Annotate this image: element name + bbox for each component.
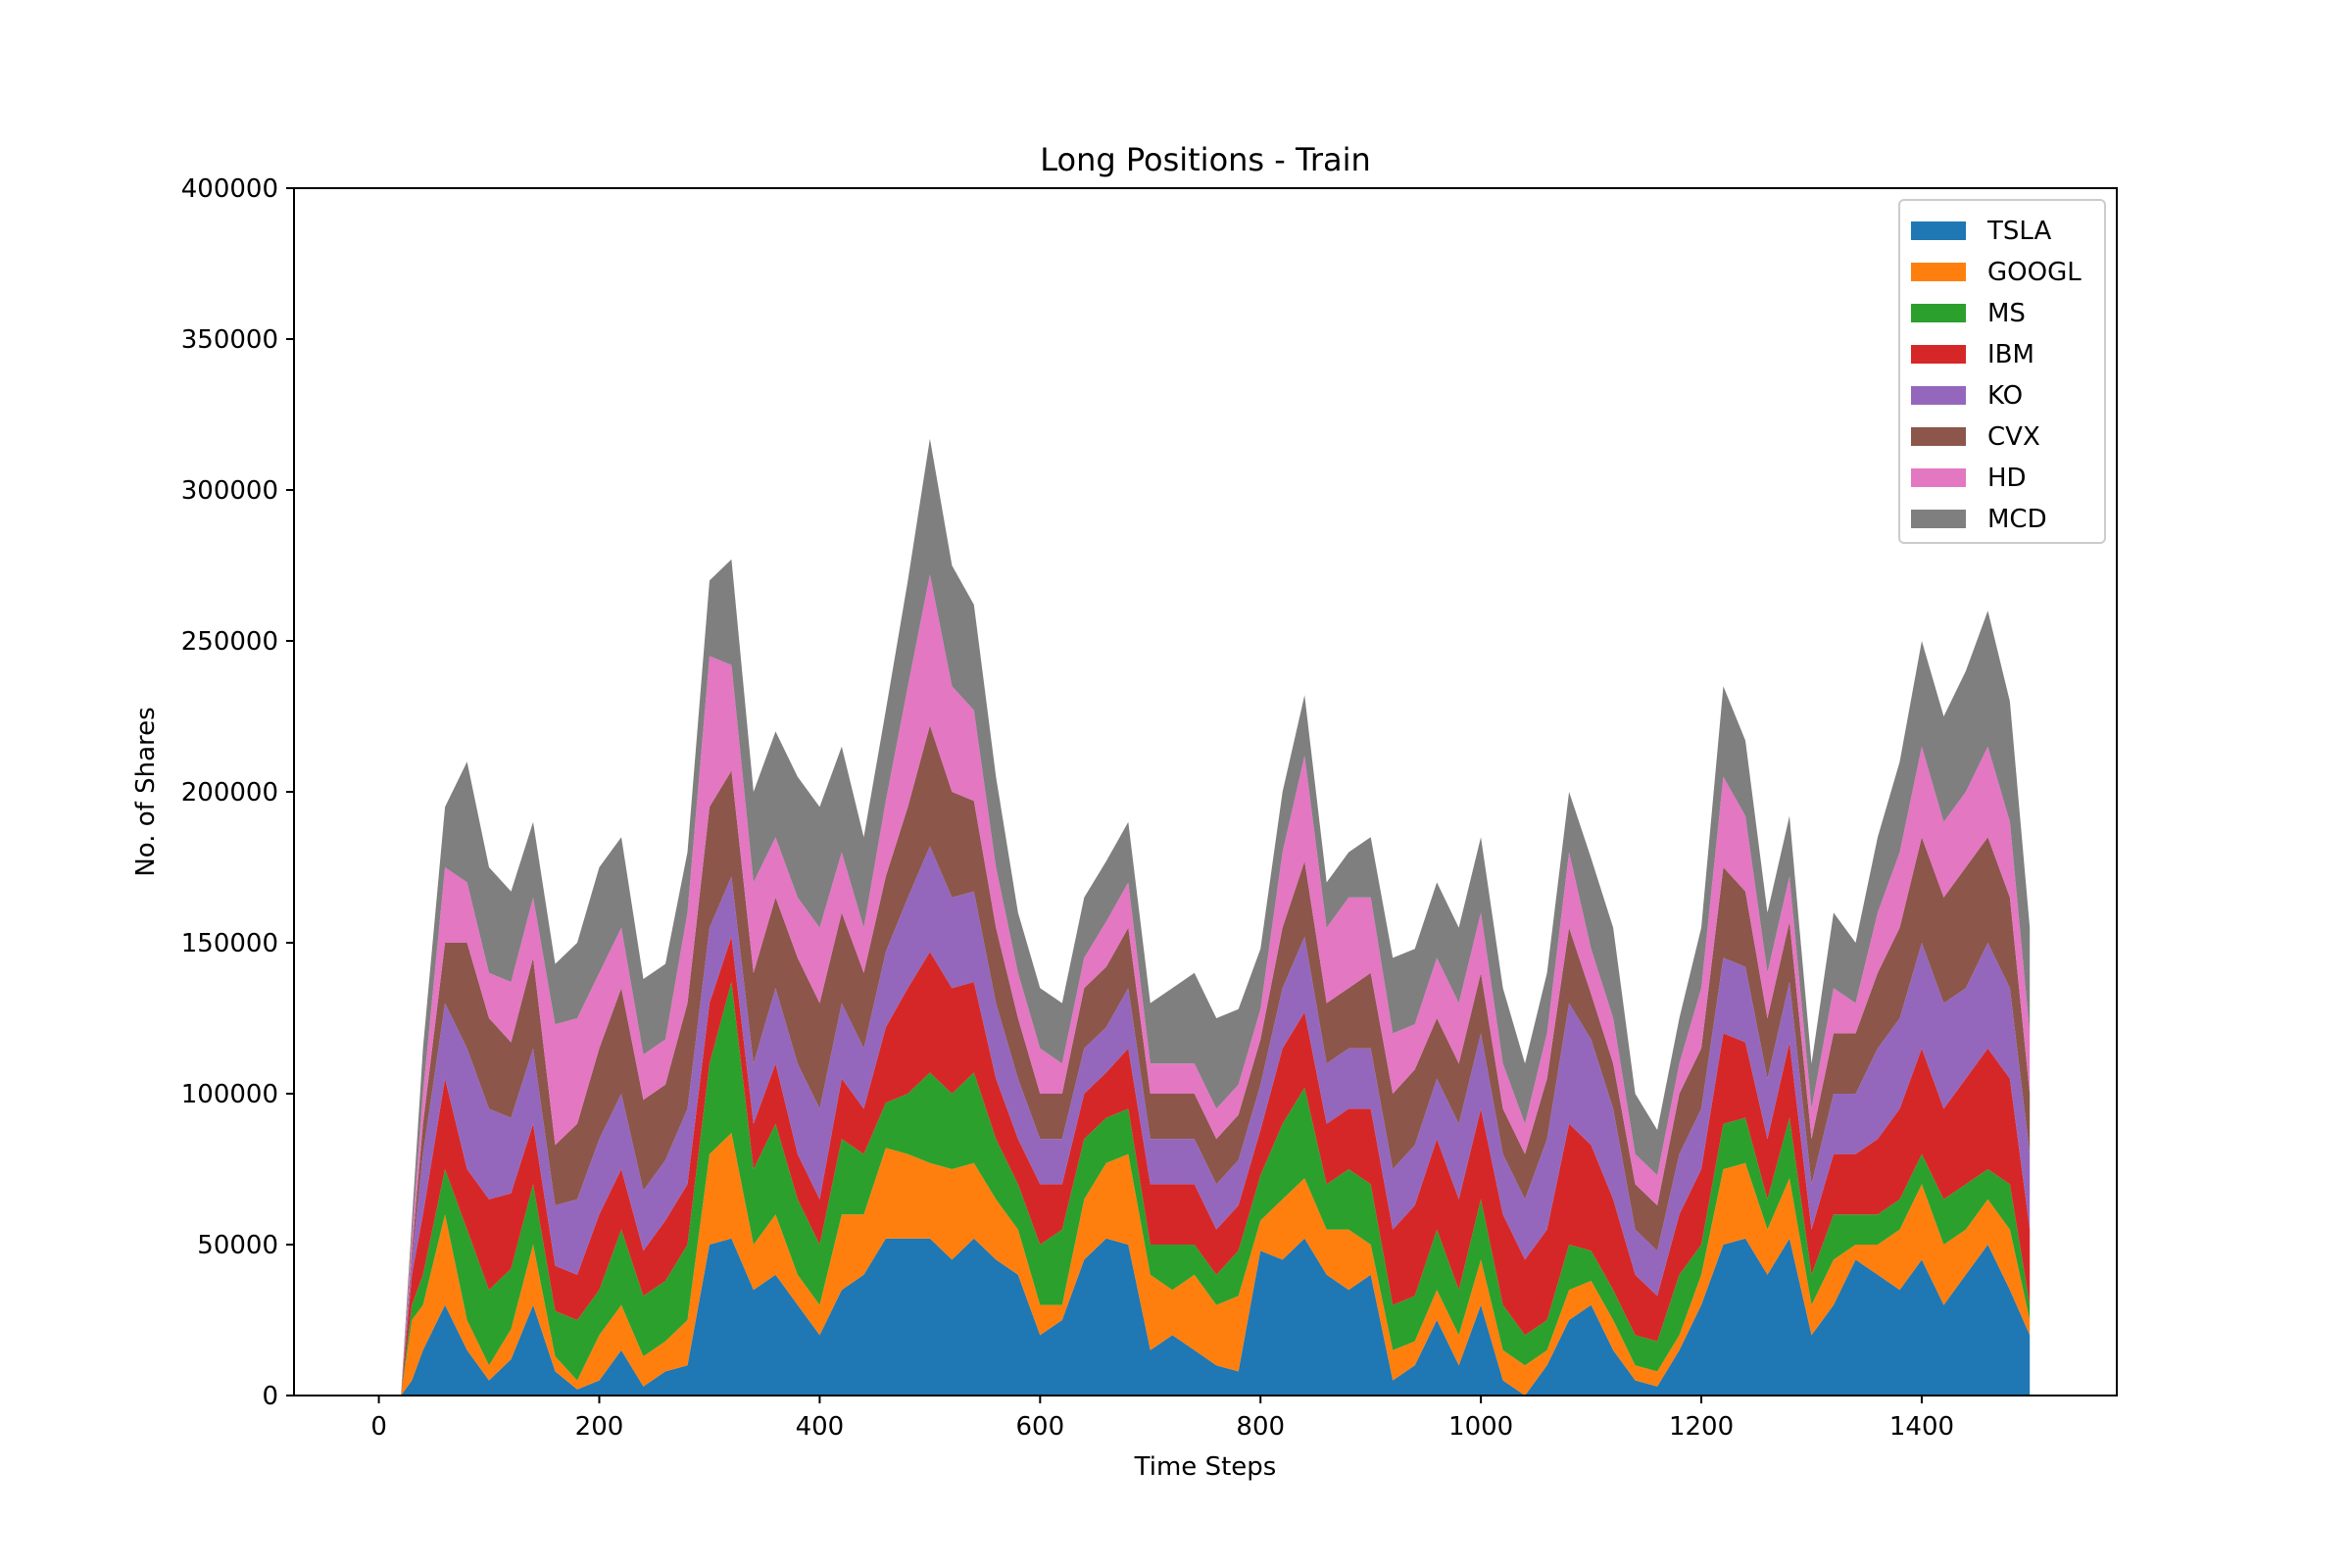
area-ko: [378, 846, 2031, 1396]
y-axis-ticks: 0 50000 100000 150000 200000 250000 300000 3500…: [181, 174, 294, 1411]
x-tick-label: 200: [575, 1412, 624, 1442]
x-tick-label: 0: [370, 1412, 387, 1442]
x-axis-label: Time Steps: [1134, 1452, 1277, 1482]
x-tick-label: 400: [796, 1412, 845, 1442]
legend-swatch-hd: [1911, 468, 1966, 487]
x-tick-label: 1400: [1889, 1412, 1954, 1442]
legend-label-hd: HD: [1987, 464, 2027, 493]
area-ibm: [378, 936, 2031, 1396]
y-tick-label: 250000: [181, 627, 278, 657]
x-axis-ticks: 0 200 400 600 800 1000 1200 1400: [370, 1396, 1954, 1442]
legend-label-googl: GOOGL: [1987, 258, 2082, 287]
y-tick-label: 350000: [181, 325, 278, 355]
y-tick-label: 100000: [181, 1080, 278, 1109]
x-tick-label: 1000: [1448, 1412, 1513, 1442]
legend-swatch-mcd: [1911, 510, 1966, 528]
area-googl: [378, 1133, 2031, 1396]
series-areas: [378, 438, 2031, 1396]
y-axis-label: No. of Shares: [131, 707, 161, 876]
y-tick-label: 300000: [181, 476, 278, 506]
legend-frame: [1898, 199, 2106, 544]
legend-label-ibm: IBM: [1987, 340, 2034, 369]
legend-swatch-ko: [1911, 386, 1966, 405]
legend-label-ko: KO: [1987, 381, 2023, 411]
area-tsla: [378, 1238, 2031, 1396]
legend-label-ms: MS: [1987, 299, 2026, 328]
area-cvx: [378, 725, 2031, 1396]
legend-swatch-tsla: [1911, 221, 1966, 240]
y-tick-label: 400000: [181, 174, 278, 204]
x-tick-label: 800: [1236, 1412, 1285, 1442]
legend-swatch-ibm: [1911, 345, 1966, 364]
legend: TSLA GOOGL MS IBM KO CVX HD MCD: [1898, 199, 2106, 544]
legend-swatch-cvx: [1911, 427, 1966, 446]
y-tick-label: 150000: [181, 929, 278, 958]
chart-title: Long Positions - Train: [1040, 141, 1371, 178]
y-tick-label: 50000: [197, 1231, 278, 1260]
legend-label-mcd: MCD: [1987, 505, 2047, 534]
legend-label-tsla: TSLA: [1986, 217, 2051, 246]
legend-swatch-googl: [1911, 263, 1966, 281]
y-tick-label: 0: [262, 1382, 278, 1411]
x-tick-label: 1200: [1669, 1412, 1734, 1442]
legend-swatch-ms: [1911, 304, 1966, 322]
legend-label-cvx: CVX: [1987, 422, 2040, 452]
y-tick-label: 200000: [181, 778, 278, 808]
x-tick-label: 600: [1015, 1412, 1064, 1442]
